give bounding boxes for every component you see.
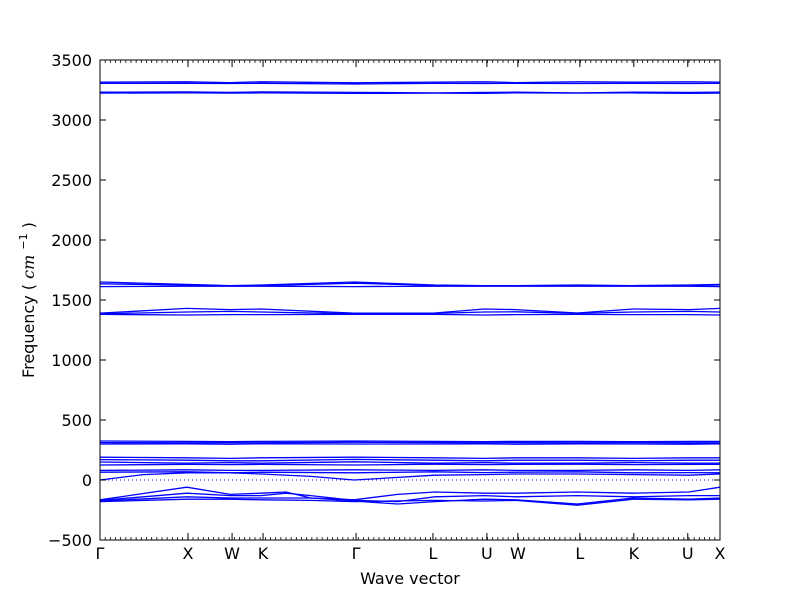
y-axis-label-close-paren: ) xyxy=(19,222,38,228)
plot-frame xyxy=(99,59,721,541)
y-tick-label: 1000 xyxy=(51,351,92,370)
series-line-8 xyxy=(99,307,721,314)
x-axis-label: Wave vector xyxy=(360,569,460,588)
x-tick-label: Γ xyxy=(96,544,105,563)
series-line-15 xyxy=(99,458,720,462)
series-line-11 xyxy=(99,440,720,443)
y-axis-label-text: Frequency xyxy=(19,295,38,378)
series-line-23 xyxy=(99,496,721,505)
series-line-4 xyxy=(99,92,721,95)
series-line-2 xyxy=(99,82,721,85)
y-tick-label: 3500 xyxy=(51,51,92,70)
series-line-10 xyxy=(99,313,721,316)
y-axis-label-unit-exp: −1 xyxy=(17,233,30,249)
y-axis-label: Frequency ( cm −1 ) xyxy=(12,222,38,378)
series-line-21 xyxy=(99,486,721,501)
y-tick-label: 0 xyxy=(82,471,92,490)
y-tick-label: 3000 xyxy=(51,111,92,130)
series-line-20 xyxy=(99,472,721,481)
x-tick-label: X xyxy=(183,544,194,563)
series-line-16 xyxy=(99,461,720,464)
x-tick-label: U xyxy=(481,544,493,563)
x-tick-label: K xyxy=(258,544,269,563)
series-line-24 xyxy=(99,498,721,506)
series-line-18 xyxy=(99,469,721,472)
y-tick-label: 500 xyxy=(61,411,92,430)
x-tick-label: U xyxy=(682,544,694,563)
series-line-1 xyxy=(99,81,721,84)
y-axis-label-open-paren: ( xyxy=(19,284,38,290)
series-line-12 xyxy=(99,441,720,444)
y-tick-label: 2500 xyxy=(51,171,92,190)
y-tick-label: −500 xyxy=(48,531,92,550)
x-tick-label: L xyxy=(428,544,437,563)
x-tick-label: Γ xyxy=(352,544,361,563)
y-tick-label: 1500 xyxy=(51,291,92,310)
dispersion-lines xyxy=(99,81,721,506)
x-tick-label: K xyxy=(629,544,640,563)
series-line-14 xyxy=(99,456,720,460)
series-line-17 xyxy=(99,463,720,466)
series-line-9 xyxy=(99,310,721,315)
x-tick-label: X xyxy=(715,544,726,563)
y-axis-label-unit: cm xyxy=(19,255,38,279)
x-tick-label: W xyxy=(224,544,240,563)
x-tick-label: L xyxy=(575,544,584,563)
y-tick-label: 2000 xyxy=(51,231,92,250)
x-tick-label: W xyxy=(510,544,526,563)
y-axis-ticks: −500 0 500 1000 1500 2000 2500 3000 3500 xyxy=(48,51,720,550)
